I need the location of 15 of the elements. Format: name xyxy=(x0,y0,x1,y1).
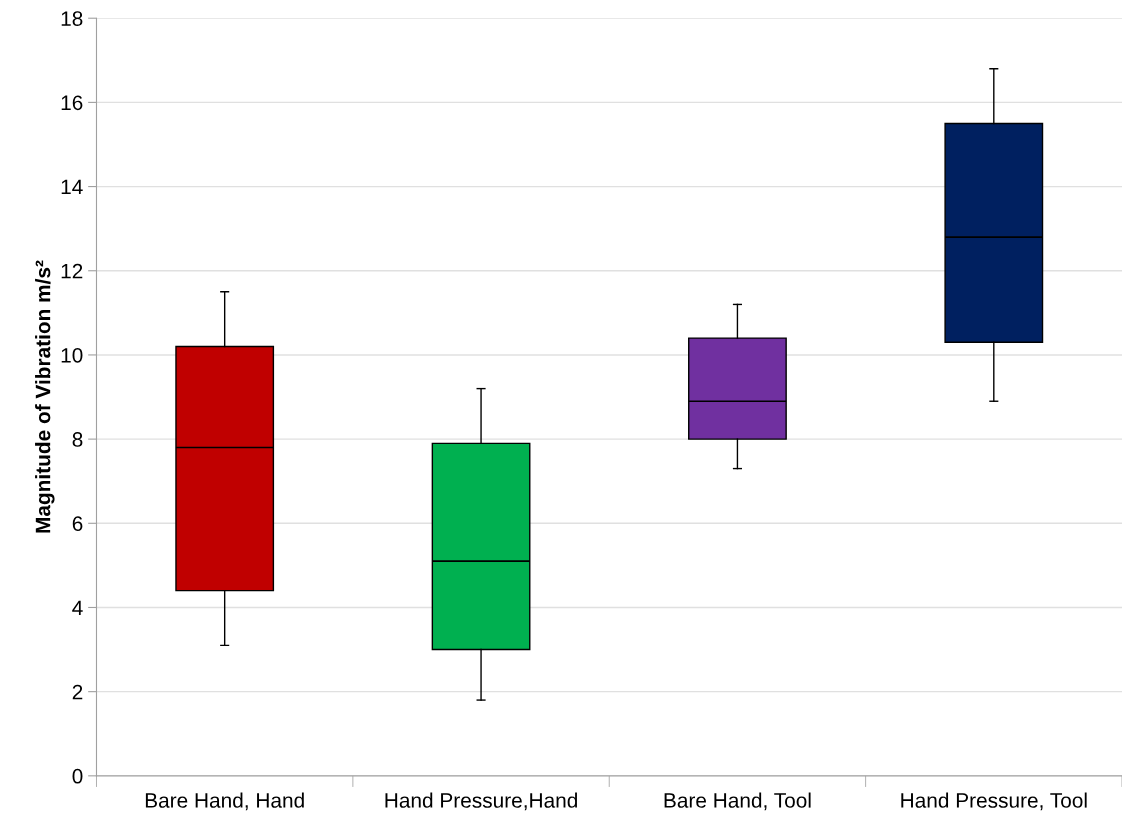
y-tick-label: 16 xyxy=(61,95,83,111)
y-tick-label: 10 xyxy=(61,347,83,363)
x-tick-label: Bare Hand, Hand xyxy=(145,792,304,811)
y-tick-label: 6 xyxy=(72,516,83,532)
x-tick-label: Hand Pressure, Tool xyxy=(901,792,1087,811)
y-axis-title: Magnitude of Vibration m/s² xyxy=(35,260,55,533)
y-tick-label: 12 xyxy=(61,263,83,279)
y-tick-label: 8 xyxy=(72,432,83,447)
y-tick-label: 4 xyxy=(72,600,83,616)
x-tick-label: Bare Hand, Tool xyxy=(664,792,811,811)
y-tick-label: 2 xyxy=(72,684,83,700)
x-tick-label: Hand Pressure,Hand xyxy=(385,792,577,811)
y-tick-label: 18 xyxy=(61,11,83,26)
y-tick-label: 0 xyxy=(72,768,83,784)
y-tick-label: 14 xyxy=(61,179,83,195)
